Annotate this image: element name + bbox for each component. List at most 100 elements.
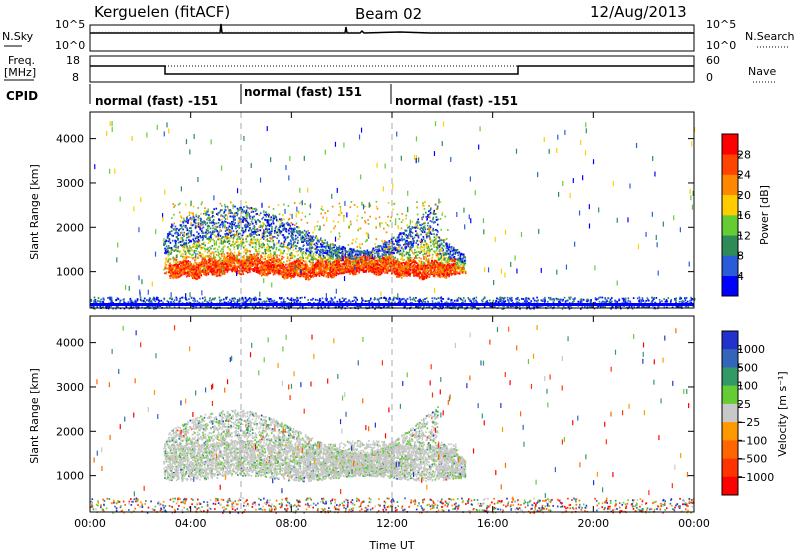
power-scatter-cell (190, 217, 192, 220)
power-scatter-cell (320, 271, 322, 273)
power-scatter-cell (183, 244, 186, 247)
power-scatter-cell (248, 250, 251, 253)
power-scatter-cell (289, 227, 292, 230)
power-scatter-cell (169, 233, 172, 235)
power-scatter-cell (350, 253, 353, 256)
power-scatter-cell (253, 247, 256, 250)
power-scatter-cell (402, 259, 404, 262)
power-scatter-cell (272, 247, 274, 250)
power-scatter-cell (352, 261, 355, 264)
power-scatter-cell (300, 236, 302, 239)
power-scatter-cell (271, 258, 274, 260)
power-scatter-cell (268, 228, 270, 231)
power-scatter-cell (442, 268, 444, 271)
power-scatter-cell (268, 265, 271, 268)
power-scatter-cell (425, 246, 428, 249)
power-scatter-cell (418, 256, 421, 259)
power-scatter-cell (163, 244, 165, 247)
power-scatter-cell (288, 275, 291, 278)
power-scatter-cell (332, 249, 335, 252)
power-scatter-cell (275, 242, 278, 245)
power-scatter-cell (252, 241, 255, 244)
power-scatter-cell (263, 271, 266, 274)
power-scatter-cell (224, 226, 226, 229)
power-scatter-cell (229, 209, 232, 211)
power-scatter-cell (170, 234, 173, 237)
power-scatter-cell (244, 264, 247, 267)
power-scatter-cell (384, 254, 387, 257)
power-scatter-cell (382, 243, 385, 246)
power-scatter-cell (397, 260, 399, 263)
power-scatter-cell (385, 246, 388, 249)
power-scatter-cell (281, 224, 283, 227)
power-scatter-cell (448, 255, 451, 258)
power-scatter-cell (429, 265, 432, 267)
power-scatter-cell (344, 249, 346, 251)
power-scatter-cell (211, 259, 214, 262)
power-scatter-cell (425, 236, 428, 239)
power-scatter-cell (314, 248, 317, 251)
power-scatter-cell (170, 265, 172, 268)
power-scatter-cell (274, 259, 277, 262)
power-scatter-cell (195, 272, 197, 275)
power-scatter-cell (431, 273, 433, 276)
power-scatter-cell (408, 231, 411, 234)
power-scatter-cell (348, 254, 350, 257)
power-scatter-cell (448, 258, 451, 260)
power-scatter-cell (224, 240, 226, 243)
power-scatter-cell (461, 272, 464, 274)
power-scatter-cell (310, 240, 312, 243)
power-scatter-cell (427, 259, 429, 262)
power-scatter-cell (301, 240, 303, 243)
power-scatter-cell (215, 228, 217, 231)
power-scatter-cell (294, 238, 297, 241)
power-scatter-cell (243, 259, 246, 262)
power-scatter-cell (457, 267, 459, 270)
power-scatter-cell (225, 232, 228, 235)
power-scatter-cell (401, 246, 403, 249)
power-scatter-cell (247, 222, 250, 225)
power-scatter-cell (199, 262, 201, 264)
power-scatter-cell (268, 250, 270, 253)
power-scatter-cell (180, 244, 182, 246)
station-title: Kerguelen (fitACF) (94, 3, 230, 21)
power-scatter-cell (209, 216, 211, 219)
power-scatter-cell (275, 260, 278, 263)
power-scatter-cell (191, 257, 194, 260)
power-scatter-cell (238, 253, 240, 255)
power-scatter-cell (258, 245, 261, 247)
power-scatter-cell (200, 254, 202, 257)
power-scatter-cell (208, 219, 210, 221)
power-scatter-cell (165, 252, 168, 255)
power-scatter-cell (183, 249, 185, 252)
power-scatter-cell (288, 271, 290, 274)
power-scatter-cell (290, 235, 292, 238)
power-scatter-cell (386, 241, 388, 244)
power-scatter-cell (457, 260, 459, 263)
power-scatter-cell (351, 263, 354, 266)
power-scatter-cell (193, 251, 196, 254)
power-scatter-cell (292, 236, 294, 239)
power-scatter-cell (175, 265, 178, 268)
power-scatter-cell (438, 236, 441, 239)
power-scatter-cell (266, 213, 269, 216)
power-scatter-cell (344, 265, 347, 268)
power-scatter-cell (433, 244, 435, 247)
power-scatter-cell (310, 261, 312, 264)
power-scatter-cell (214, 259, 216, 262)
power-scatter-cell (429, 207, 432, 210)
power-scatter-cell (319, 255, 322, 257)
power-scatter-cell (283, 236, 285, 239)
power-scatter-cell (176, 266, 179, 269)
power-scatter-cell (183, 231, 186, 234)
power-scatter-cell (451, 250, 453, 253)
power-scatter-cell (202, 246, 204, 249)
power-scatter-cell (266, 231, 269, 233)
power-scatter-cell (239, 241, 242, 244)
power-scatter-cell (201, 258, 204, 261)
power-scatter-cell (318, 275, 321, 277)
power-scatter-cell (418, 250, 420, 253)
power-scatter-cell (165, 260, 167, 263)
power-scatter-cell (320, 272, 322, 275)
power-scatter-cell (195, 218, 197, 221)
